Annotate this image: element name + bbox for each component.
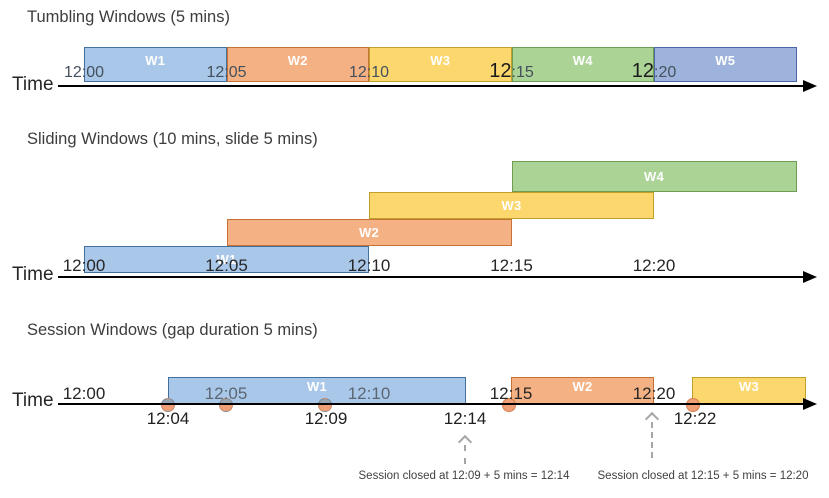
- tumbling-tick-label: 12:00: [63, 64, 105, 81]
- tumbling-tick-label: 12:05: [206, 64, 247, 81]
- tumbling-tick-label-part: :20: [654, 64, 677, 81]
- session-time-axis-line: [58, 403, 803, 405]
- tumbling-window-w1-label: W1: [145, 53, 166, 68]
- session-time-caption: Time: [12, 390, 54, 411]
- tumbling-tick-label: 12:20: [632, 60, 677, 83]
- event-dot-icon: [219, 398, 233, 412]
- session-event-time-label: 12:22: [673, 409, 717, 428]
- event-dot-icon: [502, 398, 516, 412]
- event-dot-icon: [686, 398, 700, 412]
- session-window-w3: [692, 377, 806, 404]
- sliding-tick-label: 12:15: [490, 256, 533, 275]
- sliding-window-w1-label: W1: [216, 252, 237, 267]
- tumbling-window-w5: [654, 47, 797, 82]
- sliding-window-w4: [511, 161, 797, 192]
- sliding-window-w4-label: W4: [643, 169, 665, 184]
- sliding-tick-label: 12:10: [347, 256, 391, 275]
- sliding-tick-label: 12:05: [205, 256, 248, 275]
- session-window-w1-label: W1: [306, 379, 328, 394]
- session-window-w1: [168, 377, 466, 404]
- sliding-window-w2-label: W2: [358, 225, 380, 240]
- session-tick-label: 12:20: [632, 384, 676, 403]
- sliding-title: Sliding Windows (10 mins, slide 5 mins): [27, 130, 318, 148]
- tumbling-tick-label-part: :15: [511, 64, 534, 81]
- session-tick-label: 12:10: [347, 384, 391, 403]
- tumbling-window-w2-label: W2: [287, 53, 308, 68]
- tumbling-time-axis-line: [58, 85, 803, 87]
- sliding-window-w2: [226, 219, 512, 246]
- tumbling-time-caption: Time: [12, 74, 54, 95]
- sliding-window-w1: [84, 246, 369, 273]
- sliding-tick-label: 12:00: [62, 256, 106, 275]
- tumbling-window-w4: [511, 47, 654, 82]
- sliding-window-w3-label: W3: [501, 198, 522, 213]
- session-tick-label: 12:15: [489, 384, 533, 403]
- tumbling-axis-arrowhead-icon: [803, 80, 817, 92]
- tumbling-window-w1: [84, 47, 227, 82]
- session-callout-text: Session closed at 12:15 + 5 mins = 12:20: [597, 470, 809, 482]
- sliding-time-caption: Time: [12, 264, 54, 285]
- sliding-window-w3: [369, 192, 654, 219]
- session-window-w2-label: W2: [572, 379, 593, 394]
- tumbling-window-w3-label: W3: [430, 53, 451, 68]
- event-dot-icon: [161, 398, 175, 412]
- tumbling-window-w2: [226, 47, 369, 82]
- session-axis-arrowhead-icon: [803, 398, 817, 410]
- tumbling-window-w3: [369, 47, 512, 82]
- callout-arrow-stem: [464, 445, 466, 464]
- session-event-time-label: 12:09: [304, 409, 348, 428]
- tumbling-tick-label: 12:10: [348, 64, 390, 81]
- session-window-w3-label: W3: [738, 379, 760, 394]
- tumbling-tick-label: 12:15: [489, 60, 534, 83]
- callout-arrow-stem: [651, 422, 653, 458]
- session-tick-label: 12:00: [62, 384, 106, 403]
- sliding-tick-label: 12:20: [632, 256, 676, 275]
- session-title: Session Windows (gap duration 5 mins): [27, 321, 318, 339]
- event-dot-icon: [318, 398, 332, 412]
- tumbling-window-w4-label: W4: [572, 53, 593, 68]
- session-window-w2: [511, 377, 654, 404]
- sliding-time-axis-line: [58, 276, 803, 278]
- session-tick-label: 12:05: [204, 384, 248, 403]
- tumbling-tick-label-part: 12: [489, 60, 512, 82]
- tumbling-tick-label-part: 12: [631, 60, 654, 82]
- tumbling-title: Tumbling Windows (5 mins): [27, 8, 230, 26]
- session-event-time-label: 12:14: [443, 409, 487, 428]
- session-event-time-label: 12:04: [146, 409, 190, 428]
- sliding-axis-arrowhead-icon: [803, 271, 817, 283]
- session-callout-text: Session closed at 12:09 + 5 mins = 12:14: [358, 470, 570, 482]
- tumbling-window-w5-label: W5: [715, 53, 736, 68]
